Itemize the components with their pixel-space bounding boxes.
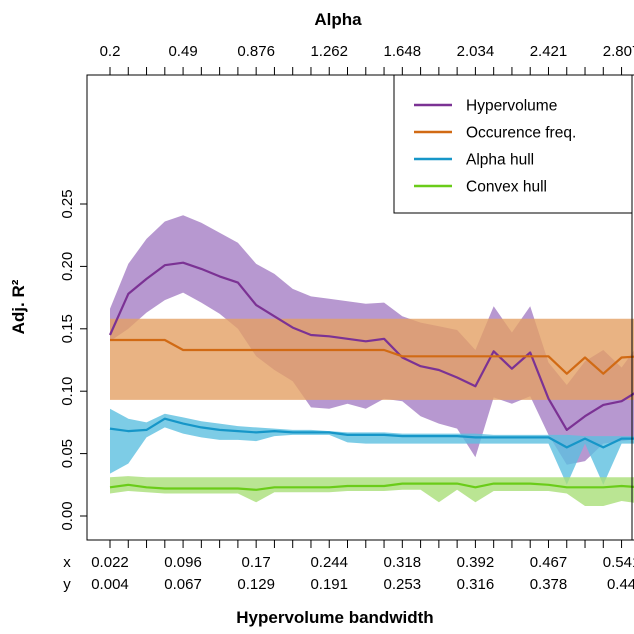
- top-tick-label: 0.49: [168, 43, 197, 60]
- legend-box: [393, 74, 633, 214]
- bottom-x-tick-label: 0.318: [384, 554, 422, 571]
- band-convex-hull: [110, 476, 634, 506]
- bottom-y-tick-label: 0.44: [607, 576, 634, 593]
- bottom-x-tick-label: 0.467: [530, 554, 568, 571]
- y-axis: 0.00 0.05 0.10 0.15 0.20 0.25: [59, 189, 88, 531]
- y-tick-label: 0.20: [59, 252, 76, 281]
- top-tick-label: 0.2: [100, 43, 121, 60]
- y-axis-title: Adj. R²: [9, 279, 28, 334]
- bottom-y-tick-label: 0.316: [457, 576, 495, 593]
- top-tick-label: 2.807: [603, 43, 634, 60]
- top-tick-label: 1.648: [384, 43, 422, 60]
- bottom-y-tick-label: 0.253: [384, 576, 422, 593]
- bottom-y-tick-label: 0.378: [530, 576, 568, 593]
- bottom-x-tick-label: 0.541: [603, 554, 634, 571]
- legend-label: Hypervolume: [466, 98, 557, 115]
- legend-label: Convex hull: [466, 179, 547, 196]
- top-axis-title: Alpha: [314, 10, 362, 29]
- legend: Hypervolume Occurence freq. Alpha hull Conv…: [393, 74, 633, 214]
- bottom-x-tick-label: 0.17: [242, 554, 271, 571]
- bottom-x-tick-label: 0.022: [91, 554, 129, 571]
- bottom-x-tick-label: 0.096: [164, 554, 202, 571]
- y-tick-label: 0.00: [59, 501, 76, 530]
- top-tick-label: 1.262: [310, 43, 348, 60]
- top-tick-label: 2.421: [530, 43, 568, 60]
- line-alpha-hull: [109, 417, 634, 449]
- bottom-x-tick-label: 0.392: [457, 554, 495, 571]
- bottom-row-x-prefix: x: [63, 554, 71, 571]
- y-tick-label: 0.25: [59, 189, 76, 218]
- line-convex-hull: [109, 482, 634, 491]
- y-tick-label: 0.10: [59, 377, 76, 406]
- top-tick-label: 2.034: [457, 43, 495, 60]
- bottom-y-tick-label: 0.067: [164, 576, 202, 593]
- bottom-y-tick-label: 0.191: [310, 576, 348, 593]
- confidence-bands: [110, 215, 634, 506]
- line-occurence-freq: [110, 338, 634, 375]
- band-alpha-hull: [110, 408, 634, 485]
- x-axis-title: Hypervolume bandwidth: [236, 608, 433, 627]
- bottom-y-tick-label: 0.004: [91, 576, 129, 593]
- y-tick-label: 0.05: [59, 439, 76, 468]
- bottom-y-tick-label: 0.129: [237, 576, 275, 593]
- top-axis: 0.2 0.49 0.876 1.262 1.648 2.034 2.421 2.807: [100, 43, 634, 76]
- top-tick-label: 0.876: [237, 43, 275, 60]
- legend-label: Occurence freq.: [466, 125, 576, 142]
- legend-label: Alpha hull: [466, 152, 534, 169]
- band-occurence-freq: [110, 318, 634, 400]
- bottom-axis: xy 0.022 0.096 0.17 0.244 0.318 0.392 0.467 0.54…: [63, 539, 634, 593]
- line-hypervolume: [108, 261, 634, 431]
- y-tick-label: 0.15: [59, 314, 76, 343]
- bottom-row-y-prefix: y: [63, 576, 71, 593]
- bottom-x-tick-label: 0.244: [310, 554, 348, 571]
- series-lines: [108, 261, 634, 491]
